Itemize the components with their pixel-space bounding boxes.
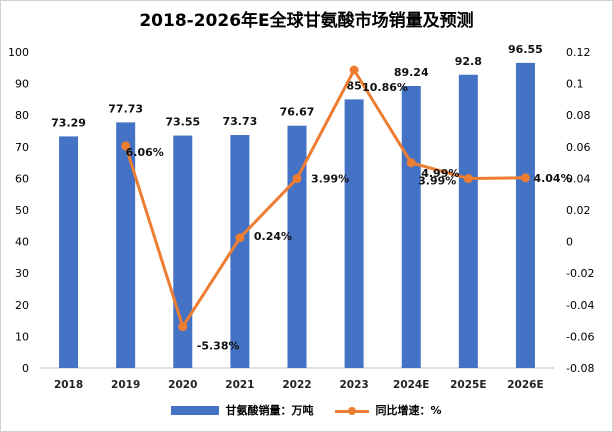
y-right-tick-label: 0.12	[566, 46, 591, 59]
y-left-tick-label: 50	[15, 204, 29, 217]
bar-data-label: 92.8	[455, 55, 482, 68]
bar-data-label: 77.73	[108, 102, 143, 115]
growth-point	[463, 174, 473, 184]
growth-data-label: 3.99%	[311, 173, 349, 186]
y-right-tick-label: -0.06	[566, 330, 594, 343]
x-tick-label: 2026E	[507, 379, 543, 391]
legend-swatch-line	[335, 406, 370, 415]
growth-line	[124, 68, 526, 329]
chart-legend: 甘氨酸销量：万吨 同比增速：%	[0, 402, 613, 418]
bar-data-label: 73.55	[165, 116, 200, 129]
y-left-tick-label: 0	[22, 362, 29, 375]
y-left-tick-label: 60	[15, 172, 29, 185]
y-right-tick-label: -0.02	[566, 267, 594, 280]
legend-item-sales: 甘氨酸销量：万吨	[171, 402, 313, 418]
bar-data-label: 96.55	[508, 43, 543, 56]
bar	[59, 136, 79, 368]
y-left-tick-label: 40	[15, 236, 29, 249]
x-tick-label: 2025E	[450, 379, 486, 391]
x-tick-label: 2021	[225, 379, 254, 391]
growth-data-label: 3.99%	[418, 175, 456, 188]
bar	[173, 135, 193, 368]
y-left-tick-label: 10	[15, 330, 29, 343]
bar-data-label: 85	[346, 79, 361, 92]
legend-label-sales: 甘氨酸销量：万吨	[225, 404, 314, 417]
x-tick-label: 2022	[282, 379, 311, 391]
growth-point	[406, 158, 416, 168]
y-left-tick-label: 20	[15, 299, 29, 312]
legend-item-growth: 同比增速：%	[335, 402, 442, 418]
x-tick-label: 2018	[54, 379, 83, 391]
y-right-tick-label: 0.04	[566, 172, 591, 185]
bar	[515, 62, 535, 368]
growth-point	[292, 174, 302, 184]
legend-label-growth: 同比增速：%	[375, 404, 442, 417]
growth-data-label: 10.86%	[362, 81, 408, 94]
bar	[116, 122, 136, 368]
x-tick-label: 2019	[111, 379, 140, 391]
bar-data-label: 73.73	[222, 115, 257, 128]
y-right-tick-label: 0.1	[566, 78, 584, 91]
bar-data-label: 73.29	[51, 116, 86, 129]
y-right-tick-label: -0.08	[566, 362, 594, 375]
growth-data-label: 4.99%	[421, 167, 459, 180]
growth-point	[121, 141, 131, 151]
x-tick-label: 2023	[339, 379, 368, 391]
growth-point	[235, 233, 245, 243]
y-right-tick-label: 0.08	[566, 109, 591, 122]
x-tick-label: 2020	[168, 379, 197, 391]
legend-swatch-bar	[171, 405, 220, 415]
bar-data-label: 89.24	[394, 66, 429, 79]
y-right-tick-label: 0	[566, 236, 573, 249]
growth-point	[520, 173, 530, 183]
growth-point	[349, 65, 359, 75]
growth-point	[178, 322, 188, 332]
y-left-tick-label: 30	[15, 267, 29, 280]
bar	[230, 135, 250, 368]
growth-data-label: 6.06%	[126, 146, 164, 159]
y-right-tick-label: -0.04	[566, 299, 594, 312]
bar	[458, 74, 478, 368]
chart-title: 2018-2026年E全球甘氨酸市场销量及预测	[139, 11, 474, 31]
growth-data-label: -5.38%	[197, 340, 240, 353]
y-right-tick-label: 0.02	[566, 204, 591, 217]
x-tick-label: 2024E	[393, 379, 429, 391]
y-left-tick-label: 100	[8, 46, 29, 59]
bar	[287, 125, 307, 368]
y-right-tick-label: 0.06	[566, 141, 591, 154]
bar	[401, 86, 421, 369]
bar	[344, 99, 364, 369]
y-left-tick-label: 80	[15, 109, 29, 122]
growth-data-label: 4.04%	[533, 172, 571, 185]
y-left-tick-label: 70	[15, 141, 29, 154]
growth-data-label: 0.24%	[254, 230, 292, 243]
y-left-tick-label: 90	[15, 78, 29, 91]
bar-data-label: 76.67	[280, 106, 315, 119]
